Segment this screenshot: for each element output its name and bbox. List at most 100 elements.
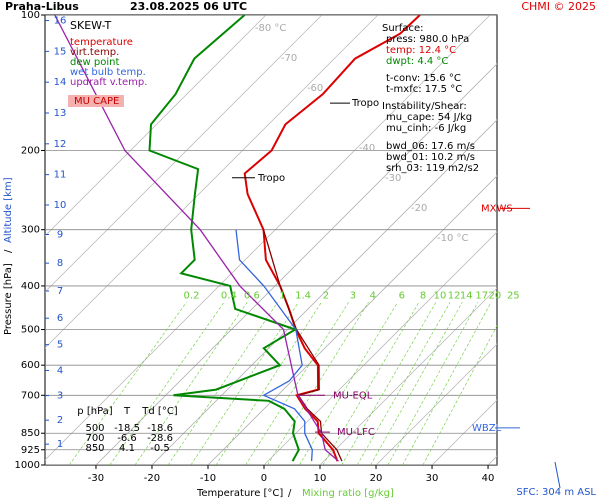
label-layer: -30 -20 -10 0 10 20 30 40 -80 °C -70 -60 -40 -30 -20 -…: [15, 10, 530, 484]
altitude-label: 3: [57, 391, 63, 402]
mixing-ratio-line: [422, 325, 497, 465]
mixing-ratio-line: [387, 302, 479, 465]
altitude-label: 15: [54, 46, 67, 57]
table-cell: -6.6: [117, 433, 137, 444]
isotherm: [45, 15, 267, 237]
y-tick-label: 100: [21, 10, 40, 21]
mixing-ratio-label: 0.4: [221, 290, 237, 301]
surface-info: t-mxfc: 17.5 °C: [386, 84, 462, 95]
table-cell: -18.6: [147, 423, 173, 434]
y-tick-label: 700: [21, 390, 40, 401]
isotherm-label: -60: [307, 83, 323, 94]
mixing-ratio-label: 25: [507, 290, 520, 301]
mixing-ratio-line: [109, 302, 225, 465]
table-cell: -28.6: [147, 433, 173, 444]
x-axis-title-2: Mixing ratio [g/kg]: [302, 488, 394, 499]
mixing-ratio-label: 3: [350, 290, 356, 301]
altitude-label: 10: [54, 200, 67, 211]
x-tick-label: -30: [88, 473, 104, 484]
mixing-ratio-line: [68, 302, 187, 465]
mixing-ratio-line: [167, 302, 278, 465]
table-header: p [hPa]: [77, 406, 112, 417]
isotherm: [45, 15, 379, 349]
legend-entry: temperature: [70, 37, 133, 48]
y-tick-label: 1000: [15, 460, 40, 471]
altitude-label: 8: [57, 258, 63, 269]
surface-info: Surface:: [382, 23, 423, 34]
isotherm-label: -70: [281, 53, 297, 64]
isotherm: [207, 175, 497, 465]
station-title: Praha-Libus: [5, 0, 79, 13]
y-axis-title: Pressure [hPa]: [3, 263, 14, 335]
isotherm-label: -40: [359, 143, 375, 154]
profile-line: [235, 229, 313, 462]
annotation-label: Tropo: [257, 173, 285, 184]
mixing-ratio-label: 12: [448, 290, 461, 301]
mixing-ratio-label: 0.6: [244, 290, 260, 301]
mixing-ratio-label: 8: [420, 290, 426, 301]
isotherm: [45, 15, 323, 293]
x-tick-label: 30: [426, 473, 439, 484]
x-tick-label: 0: [261, 473, 267, 484]
plot-frame: [44, 14, 498, 466]
diagram-label: SKEW-T: [70, 19, 112, 32]
instability-info: srh_03: 119 m2/s2: [386, 163, 479, 174]
altitude-label: 13: [54, 108, 67, 119]
surface-marker: [554, 461, 561, 489]
y-tick-label: 500: [21, 325, 40, 336]
instability-info: mu_cinh: -6 J/kg: [386, 123, 466, 134]
isotherm-label: -30: [385, 173, 401, 184]
y-axis-separator: /: [3, 249, 14, 253]
table-cell: 700: [85, 433, 104, 444]
legend-entry: updraft v.temp.: [70, 77, 147, 88]
altitude-label: 11: [54, 170, 67, 181]
annotation-label: Tropo: [351, 98, 379, 109]
isotherm: [263, 231, 497, 465]
isotherm: [95, 63, 497, 465]
table-header: T: [123, 406, 131, 417]
altitude-label: 5: [57, 340, 63, 351]
altitude-label: 7: [57, 286, 63, 297]
time-subtitle: 23.08.2025 06 UTC: [130, 0, 247, 13]
mixing-ratio-line: [134, 302, 248, 465]
mixing-ratio-line: [215, 302, 322, 465]
x-tick-label: 20: [370, 473, 383, 484]
mixing-ratio-label: 1: [279, 290, 285, 301]
x-tick-label: -20: [144, 473, 160, 484]
mixing-ratio-label: 6: [399, 290, 405, 301]
mixing-ratio-line: [402, 302, 492, 465]
table-cell: -18.5: [114, 423, 140, 434]
mixing-ratio-line: [341, 302, 437, 465]
credit: CHMI © 2025: [521, 0, 596, 13]
mixing-ratio-label: 10: [434, 290, 447, 301]
altitude-label: 6: [57, 313, 63, 324]
isotherm: [375, 343, 497, 465]
altitude-label: 16: [54, 16, 67, 27]
surface-info: press: 980.0 hPa: [386, 34, 469, 45]
mixing-ratio-line: [370, 302, 463, 465]
mixing-ratio-line: [299, 302, 398, 465]
table-cell: 850: [85, 443, 104, 454]
table-cell: 500: [85, 423, 104, 434]
table-header: Td [°C]: [141, 406, 178, 417]
cape-box: [68, 95, 124, 107]
annotation-label: MU-EQL: [333, 390, 373, 401]
altitude-label: 14: [54, 77, 67, 88]
profile-layer: [54, 15, 421, 462]
mixing-ratio-label: 4: [370, 290, 376, 301]
annotation-label: WBZL: [472, 423, 502, 434]
legend-entry: dew point: [70, 57, 119, 68]
cape-label: MU CAPE: [74, 96, 119, 107]
x-tick-label: -10: [200, 473, 216, 484]
mixing-ratio-label: 2: [323, 290, 329, 301]
x-tick-label: 10: [314, 473, 327, 484]
isotherm-label: -80 °C: [255, 23, 287, 34]
instability-info: bwd_01: 10.2 m/s: [386, 152, 475, 163]
legend-entry: wet bulb temp.: [70, 67, 146, 78]
isotherm-label: -10 °C: [437, 233, 469, 244]
surface-info: dwpt: 4.4 °C: [386, 56, 448, 67]
isotherm: [487, 455, 497, 465]
mixing-ratio-label: 14: [460, 290, 473, 301]
altitude-label: 2: [57, 415, 63, 426]
instability-info: bwd_06: 17.6 m/s: [386, 141, 475, 152]
